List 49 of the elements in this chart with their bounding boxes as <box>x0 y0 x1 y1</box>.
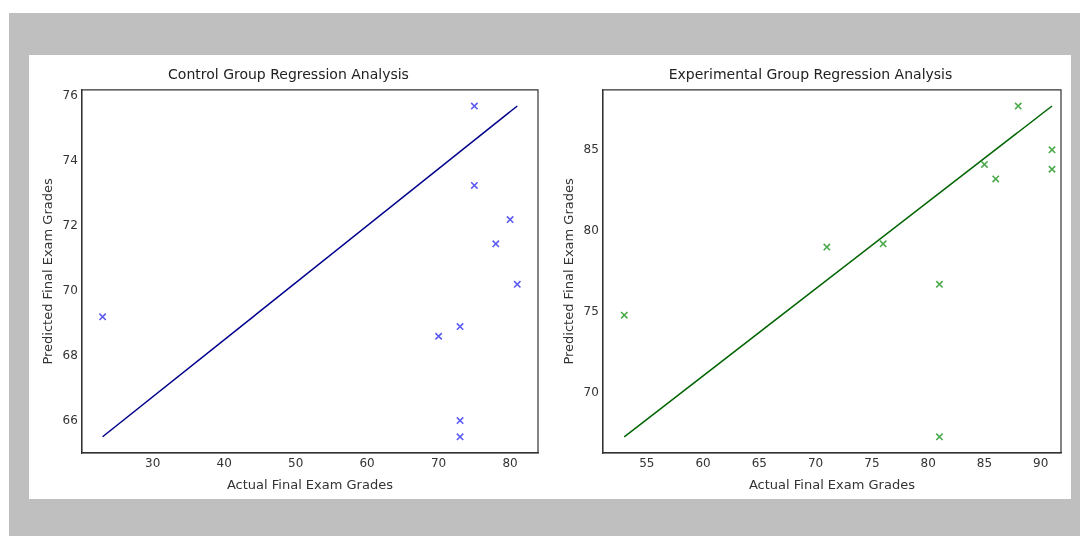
y-tick-label: 74 <box>62 153 78 168</box>
x-axis-title: Actual Final Exam Grades <box>226 476 394 492</box>
chart-title: Experimental Group Regression Analysis <box>668 66 953 83</box>
y-tick-label: 85 <box>583 141 599 156</box>
point <box>935 280 944 289</box>
point <box>1048 145 1056 154</box>
point <box>456 432 465 441</box>
point <box>879 239 888 248</box>
point <box>1014 102 1023 110</box>
point <box>513 280 522 289</box>
x-tick-label: 65 <box>751 456 767 471</box>
point <box>98 312 107 321</box>
x-tick-label: 70 <box>430 456 447 471</box>
x-axis-title: Actual Final Exam Grades <box>748 476 916 492</box>
y-tick-label: 76 <box>62 88 78 103</box>
chart-title: Control Group Regression Analysis <box>168 66 409 83</box>
x-tick-label: 55 <box>639 456 655 471</box>
y-tick-label: 68 <box>62 347 78 362</box>
x-tick-label: 85 <box>976 456 993 471</box>
y-tick-label: 70 <box>62 282 78 297</box>
point <box>980 160 989 169</box>
point <box>456 322 465 331</box>
point <box>1048 165 1056 174</box>
x-tick-label: 80 <box>920 456 936 471</box>
x-tick-label: 30 <box>145 456 161 471</box>
y-tick-label: 72 <box>62 218 78 233</box>
point <box>434 332 443 341</box>
y-tick-label: 66 <box>62 412 78 427</box>
x-tick-label: 90 <box>1033 456 1049 471</box>
point <box>935 432 944 441</box>
y-tick-label: 80 <box>583 222 599 237</box>
x-tick-label: 75 <box>864 456 880 471</box>
point <box>991 175 1000 183</box>
x-tick-label: 60 <box>359 456 375 471</box>
point <box>506 215 515 224</box>
x-tick-label: 60 <box>695 456 711 471</box>
y-tick-label: 70 <box>583 385 599 400</box>
x-tick-label: 40 <box>216 456 232 471</box>
point <box>620 311 629 320</box>
x-tick-label: 80 <box>502 456 518 471</box>
y-tick-label: 75 <box>583 304 599 319</box>
y-axis-title: Predicted Final Exam Grades <box>40 178 56 365</box>
point <box>470 181 479 190</box>
point <box>456 416 465 425</box>
point <box>822 243 831 252</box>
y-axis-title: Predicted Final Exam Grades <box>561 178 577 365</box>
x-tick-label: 50 <box>288 456 304 471</box>
x-tick-label: 70 <box>807 456 824 471</box>
point <box>491 239 500 248</box>
